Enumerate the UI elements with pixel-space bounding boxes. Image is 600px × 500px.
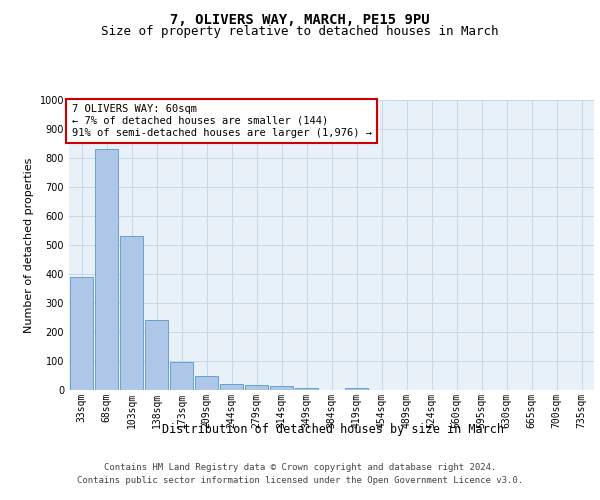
Bar xyxy=(120,236,143,390)
Bar xyxy=(170,362,193,390)
Text: Distribution of detached houses by size in March: Distribution of detached houses by size … xyxy=(162,422,504,436)
Bar xyxy=(70,277,93,390)
Bar xyxy=(345,388,368,390)
Bar xyxy=(295,388,318,390)
Text: Contains public sector information licensed under the Open Government Licence v3: Contains public sector information licen… xyxy=(77,476,523,485)
Text: 7, OLIVERS WAY, MARCH, PE15 9PU: 7, OLIVERS WAY, MARCH, PE15 9PU xyxy=(170,12,430,26)
Bar xyxy=(95,150,118,390)
Bar xyxy=(145,320,168,390)
Bar xyxy=(245,385,268,390)
Y-axis label: Number of detached properties: Number of detached properties xyxy=(24,158,34,332)
Text: Contains HM Land Registry data © Crown copyright and database right 2024.: Contains HM Land Registry data © Crown c… xyxy=(104,462,496,471)
Text: 7 OLIVERS WAY: 60sqm
← 7% of detached houses are smaller (144)
91% of semi-detac: 7 OLIVERS WAY: 60sqm ← 7% of detached ho… xyxy=(71,104,371,138)
Bar xyxy=(195,376,218,390)
Bar xyxy=(270,386,293,390)
Text: Size of property relative to detached houses in March: Size of property relative to detached ho… xyxy=(101,25,499,38)
Bar xyxy=(220,384,243,390)
